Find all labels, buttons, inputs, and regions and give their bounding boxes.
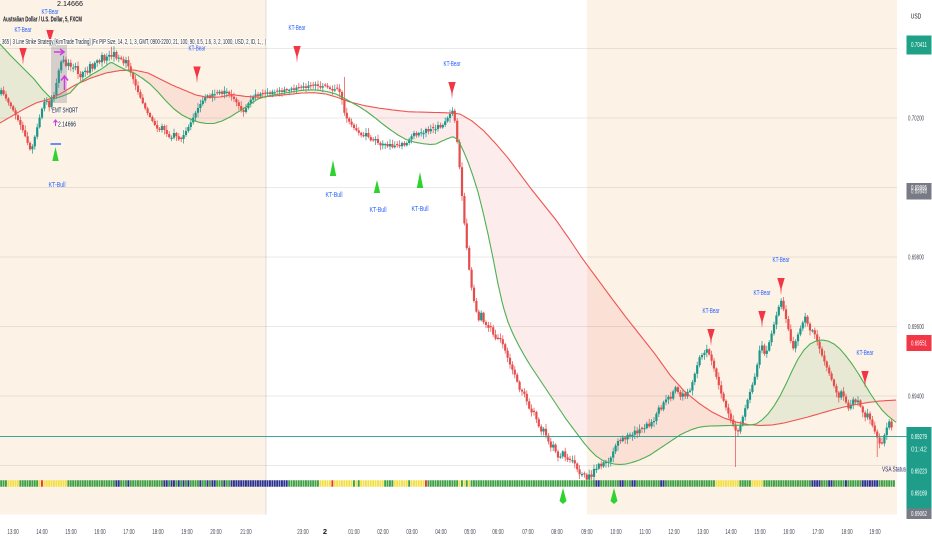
svg-text:19:00: 19:00 xyxy=(181,529,193,536)
svg-text:17:00: 17:00 xyxy=(123,529,135,536)
svg-text:13:00: 13:00 xyxy=(7,529,19,536)
svg-text:0.69400: 0.69400 xyxy=(908,394,924,401)
svg-text:0.69600: 0.69600 xyxy=(908,324,924,331)
svg-text:0.69279: 0.69279 xyxy=(911,434,927,441)
svg-text:05:00: 05:00 xyxy=(464,529,476,536)
svg-text:KT-Bear: KT-Bear xyxy=(857,350,874,357)
svg-text:KT-Bull: KT-Bull xyxy=(412,206,429,213)
svg-text:KT-Bull: KT-Bull xyxy=(49,182,66,189)
svg-text:KT-Bear: KT-Bear xyxy=(444,61,461,68)
svg-text:VSA Status: VSA Status xyxy=(882,467,906,474)
svg-text:11:00: 11:00 xyxy=(639,529,651,536)
svg-text:0.69223: 0.69223 xyxy=(911,469,927,476)
svg-text:0.69986: 0.69986 xyxy=(911,185,927,192)
svg-text:19:00: 19:00 xyxy=(869,529,881,536)
svg-text:06:00: 06:00 xyxy=(492,529,504,536)
svg-text:01:42: 01:42 xyxy=(911,447,927,454)
svg-text:KT-Bear: KT-Bear xyxy=(289,25,306,32)
svg-text:15:00: 15:00 xyxy=(65,529,77,536)
svg-text:02:00: 02:00 xyxy=(377,529,389,536)
svg-text:2.14666: 2.14666 xyxy=(58,122,76,129)
svg-text:14:00: 14:00 xyxy=(36,529,48,536)
svg-text:Australian Dollar / U.S. Dolla: Australian Dollar / U.S. Dollar, 5, FXCM xyxy=(3,15,82,24)
svg-text:KT-Bear: KT-Bear xyxy=(773,257,790,264)
svg-text:15:00: 15:00 xyxy=(754,529,766,536)
svg-text:16:00: 16:00 xyxy=(94,529,106,536)
svg-text:14:00: 14:00 xyxy=(725,529,737,536)
svg-text:2.14666: 2.14666 xyxy=(57,1,83,8)
svg-text:365 | 3 Line Strike Strategy [: 365 | 3 Line Strike Strategy [KimTrade T… xyxy=(2,39,266,46)
svg-text:20:00: 20:00 xyxy=(210,529,222,536)
svg-text:12:00: 12:00 xyxy=(668,529,680,536)
svg-text:09:00: 09:00 xyxy=(581,529,593,536)
svg-text:0.69062: 0.69062 xyxy=(911,511,927,518)
svg-text:KT-Bear: KT-Bear xyxy=(15,27,32,34)
svg-text:0.70411: 0.70411 xyxy=(911,42,927,49)
svg-text:23:00: 23:00 xyxy=(297,529,309,536)
svg-text:KT-Bear: KT-Bear xyxy=(703,308,720,315)
svg-text:KT-Bull: KT-Bull xyxy=(326,192,343,199)
svg-text:18:00: 18:00 xyxy=(152,529,164,536)
svg-text:04:00: 04:00 xyxy=(435,529,447,536)
svg-text:KT-Bear: KT-Bear xyxy=(189,46,206,53)
svg-text:0.69946: 0.69946 xyxy=(911,189,927,196)
svg-text:0.69169: 0.69169 xyxy=(911,491,927,498)
svg-text:KT-Bear: KT-Bear xyxy=(42,9,59,16)
svg-text:0.69800: 0.69800 xyxy=(908,255,924,262)
svg-text:07:00: 07:00 xyxy=(522,529,534,536)
svg-text:03:00: 03:00 xyxy=(406,529,418,536)
svg-text:21:00: 21:00 xyxy=(240,529,252,536)
svg-text:2: 2 xyxy=(323,527,327,536)
svg-text:13:00: 13:00 xyxy=(697,529,709,536)
svg-text:08:00: 08:00 xyxy=(551,529,563,536)
svg-text:16:00: 16:00 xyxy=(783,529,795,536)
svg-text:USD: USD xyxy=(911,12,922,21)
svg-text:17:00: 17:00 xyxy=(812,529,824,536)
svg-text:KT-Bear: KT-Bear xyxy=(754,290,771,297)
svg-text:EMT SHORT: EMT SHORT xyxy=(52,108,78,115)
svg-text:18:00: 18:00 xyxy=(841,529,853,536)
svg-text:0.69551: 0.69551 xyxy=(911,341,927,348)
svg-text:KT-Bull: KT-Bull xyxy=(370,207,387,214)
svg-text:10:00: 10:00 xyxy=(610,529,622,536)
svg-text:01:00: 01:00 xyxy=(348,529,360,536)
svg-text:0.70200: 0.70200 xyxy=(908,116,924,123)
